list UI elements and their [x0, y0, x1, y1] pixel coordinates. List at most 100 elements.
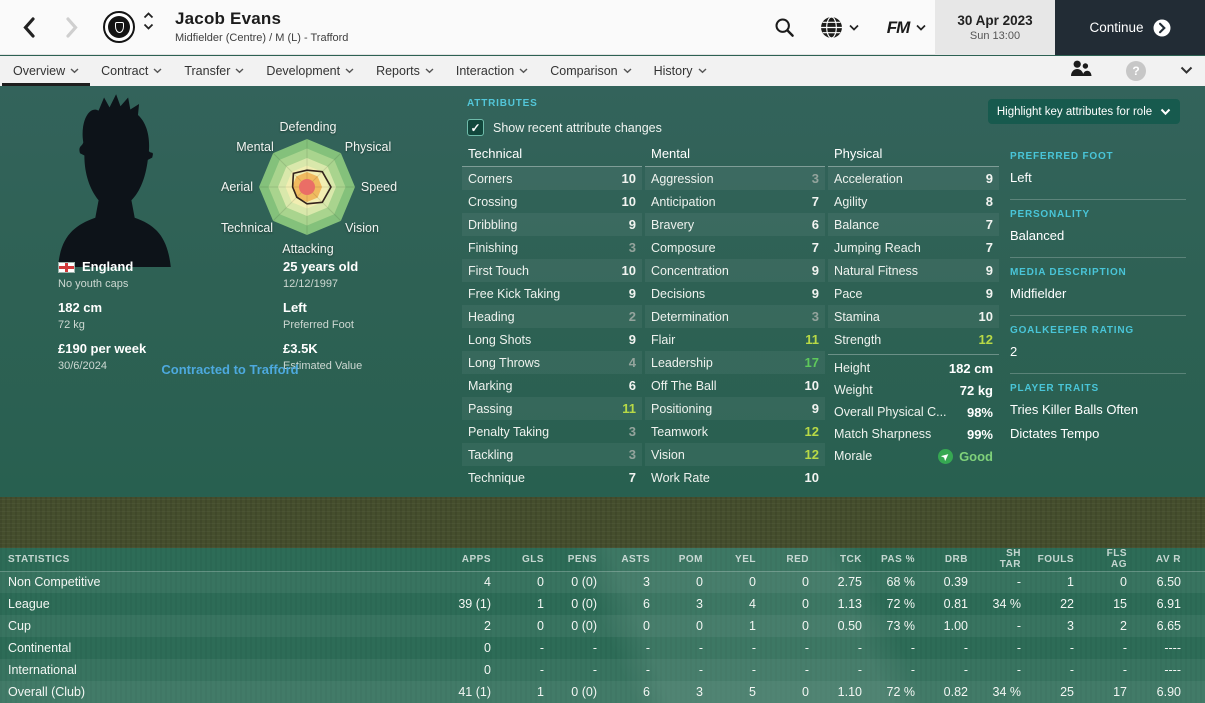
- contracted-to-link[interactable]: Contracted to Trafford: [161, 362, 299, 377]
- forward-icon[interactable]: [66, 17, 79, 43]
- contract-end-date: 30/6/2024: [58, 360, 107, 372]
- attribute-row: Positioning 9: [645, 397, 825, 420]
- stat-column-header[interactable]: RED: [770, 548, 823, 572]
- chevron-down-icon: [849, 24, 859, 31]
- attribute-label: Crossing: [468, 194, 518, 209]
- attribute-label: First Touch: [468, 263, 529, 278]
- stat-column-header[interactable]: YEL: [717, 548, 770, 572]
- page-title: Jacob Evans: [175, 9, 282, 28]
- tab-development[interactable]: Development: [255, 56, 365, 86]
- attribute-value: 9: [985, 171, 993, 186]
- stat-cell: 6.91: [1156, 597, 1181, 611]
- stat-column-header[interactable]: GLS: [505, 548, 558, 572]
- checkbox-checked-icon[interactable]: ✓: [467, 119, 484, 136]
- game-date[interactable]: 30 Apr 2023 Sun 13:00: [935, 0, 1055, 55]
- attribute-label: Passing: [468, 401, 513, 416]
- birth-date: 12/12/1997: [283, 278, 339, 290]
- mental-attributes-column: Mental Aggression 3 Anticipation 7 Bravery 6 C…: [645, 144, 825, 489]
- attribute-label: Teamwork: [651, 424, 708, 439]
- stat-column-header[interactable]: PAS %: [876, 548, 929, 572]
- attribute-row: Flair 11: [645, 328, 825, 351]
- wage-block: £190 per week 30/6/2024: [58, 341, 268, 374]
- stat-cell: 3: [1067, 619, 1074, 633]
- tab-comparison[interactable]: Comparison: [539, 56, 642, 86]
- fm-menu[interactable]: FM: [878, 0, 935, 55]
- attribute-row: Anticipation 7: [645, 190, 825, 213]
- pitch-grass-band: [0, 497, 1205, 548]
- estimated-value: £3.5K: [283, 341, 318, 356]
- attribute-value: 7: [985, 240, 993, 255]
- preferred-foot-label: Preferred Foot: [283, 319, 354, 331]
- stat-column-header[interactable]: AV R: [1141, 548, 1205, 572]
- attribute-value: 11: [622, 401, 636, 416]
- player-details-left: England No youth caps 182 cm 72 kg £190 …: [58, 259, 268, 382]
- statistics-panel: STATISTICS APPS GLS PENS ASTS POM YEL RED TCK PAS…: [0, 548, 1205, 703]
- attribute-label: Corners: [468, 171, 513, 186]
- attribute-row: Free Kick Taking 9: [462, 282, 642, 305]
- people-icon[interactable]: [1069, 59, 1092, 83]
- tab-transfer[interactable]: Transfer: [173, 56, 255, 86]
- tab-overview[interactable]: Overview: [2, 56, 91, 86]
- attributes-section-title: ATTRIBUTES: [467, 98, 538, 109]
- club-badge[interactable]: [103, 11, 135, 43]
- highlight-attributes-button[interactable]: Highlight key attributes for role: [988, 99, 1180, 124]
- attribute-rows: Corners 10 Crossing 10 Dribbling 9 Finishing 3 F…: [462, 167, 642, 489]
- stat-column-header[interactable]: SH TAR: [982, 548, 1035, 572]
- stat-cell: 2: [1120, 619, 1127, 633]
- attribute-row: Tackling 3: [462, 443, 642, 466]
- stat-cell: -: [592, 641, 597, 655]
- sidebar-section: MEDIA DESCRIPTION Midfielder: [1010, 258, 1186, 316]
- attribute-row: Dribbling 9: [462, 213, 642, 236]
- stat-cell: 0: [802, 575, 809, 590]
- chevron-down-icon[interactable]: [1180, 62, 1193, 80]
- back-icon[interactable]: [22, 17, 35, 43]
- stat-cell: -: [539, 663, 544, 677]
- help-icon[interactable]: ?: [1126, 61, 1146, 81]
- stat-column-header[interactable]: TCK: [823, 548, 876, 572]
- stat-cell: 0 (0): [571, 575, 597, 590]
- search-icon[interactable]: [774, 17, 795, 43]
- player-photo-silhouette: [58, 94, 171, 267]
- sidebar-section-heading: MEDIA DESCRIPTION: [1010, 267, 1127, 278]
- tab-bar-actions: ?: [1069, 56, 1205, 86]
- sidebar-section: PREFERRED FOOT Left: [1010, 142, 1186, 200]
- stat-column-header[interactable]: FOULS: [1035, 548, 1088, 572]
- attribute-row: Off The Ball 10: [645, 374, 825, 397]
- stat-column-header[interactable]: APPS: [452, 548, 505, 572]
- stat-cell: -: [963, 641, 968, 655]
- sidebar-section: PERSONALITY Balanced: [1010, 200, 1186, 258]
- stepper-up-icon[interactable]: [143, 12, 154, 19]
- stat-cell: 0.82: [943, 685, 968, 699]
- age-value: 25 years old: [283, 259, 359, 274]
- stat-column-header[interactable]: ASTS: [611, 548, 664, 572]
- radar-axis-label: Aerial: [221, 180, 253, 194]
- attribute-row: Vision 12: [645, 443, 825, 466]
- stat-column-header[interactable]: FLS AG: [1088, 548, 1141, 572]
- stat-cell: 1.00: [943, 619, 968, 633]
- show-changes-toggle[interactable]: ✓ Show recent attribute changes: [467, 119, 662, 136]
- stat-column-header[interactable]: PENS: [558, 548, 611, 572]
- tab-history[interactable]: History: [643, 56, 718, 86]
- stat-column-header[interactable]: DRB: [929, 548, 982, 572]
- stat-cell: 34 %: [992, 685, 1022, 699]
- tab-bar: Overview Contract Transfer Development Repor…: [0, 56, 1205, 86]
- player-stepper: [143, 12, 154, 30]
- stat-cell: 0: [802, 597, 809, 611]
- attribute-row: Long Shots 9: [462, 328, 642, 351]
- tab-contract[interactable]: Contract: [90, 56, 173, 86]
- stat-cell: 41 (1): [458, 685, 491, 699]
- attribute-row: Aggression 3: [645, 167, 825, 190]
- stepper-down-icon[interactable]: [143, 23, 154, 30]
- sidebar-section-value: 2: [1010, 344, 1018, 359]
- stat-column-header[interactable]: POM: [664, 548, 717, 572]
- attribute-row: Natural Fitness 9: [828, 259, 999, 282]
- tab-interaction[interactable]: Interaction: [445, 56, 539, 86]
- tab-reports[interactable]: Reports: [365, 56, 445, 86]
- continue-button[interactable]: Continue: [1055, 0, 1205, 55]
- stat-cell: -: [1122, 663, 1127, 677]
- stat-cell: 25: [1060, 685, 1074, 699]
- world-menu[interactable]: [820, 16, 859, 39]
- technical-attributes-column: Technical Corners 10 Crossing 10 Dribbling 9 F…: [462, 144, 642, 489]
- foot-block: Left Preferred Foot: [283, 300, 458, 333]
- attribute-value: 10: [804, 378, 819, 393]
